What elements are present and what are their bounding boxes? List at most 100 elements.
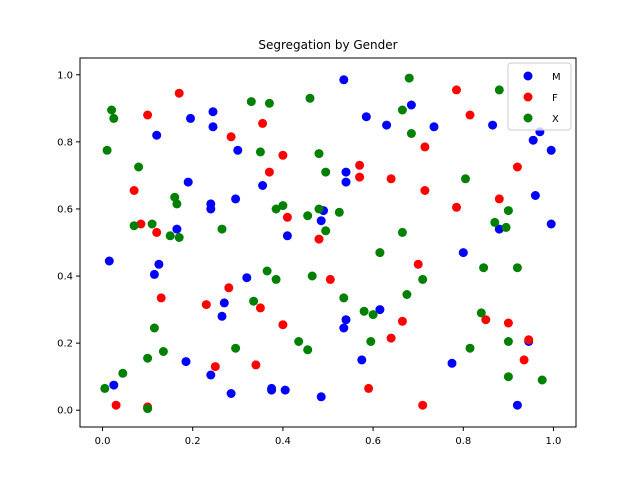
point-x bbox=[118, 368, 128, 378]
point-x bbox=[307, 271, 317, 281]
x-tick-label: 0.0 bbox=[95, 436, 111, 447]
legend-marker-x bbox=[523, 113, 533, 123]
point-x bbox=[418, 274, 428, 284]
point-m bbox=[208, 122, 218, 132]
point-f bbox=[397, 316, 407, 326]
x-tick-label: 1.0 bbox=[546, 436, 562, 447]
point-m bbox=[109, 380, 119, 390]
point-x bbox=[501, 222, 511, 232]
point-f bbox=[226, 132, 236, 142]
point-m bbox=[242, 273, 252, 283]
point-m bbox=[104, 256, 114, 266]
point-f bbox=[364, 383, 374, 393]
point-f bbox=[152, 227, 162, 237]
point-x bbox=[397, 227, 407, 237]
point-x bbox=[303, 211, 313, 221]
point-f bbox=[519, 355, 529, 365]
point-f bbox=[418, 400, 428, 410]
point-m bbox=[458, 248, 468, 258]
point-x bbox=[537, 375, 547, 385]
x-tick-label: 0.4 bbox=[275, 436, 291, 447]
point-x bbox=[314, 204, 324, 214]
point-x bbox=[375, 248, 385, 258]
point-m bbox=[226, 389, 236, 398]
point-m bbox=[339, 75, 349, 85]
point-x bbox=[334, 207, 344, 217]
point-f bbox=[143, 110, 153, 120]
point-m bbox=[341, 177, 351, 187]
point-m bbox=[206, 204, 216, 214]
point-x bbox=[249, 296, 259, 306]
x-tick-label: 0.6 bbox=[365, 436, 381, 447]
point-m bbox=[217, 311, 227, 321]
point-f bbox=[503, 318, 513, 328]
point-f bbox=[174, 88, 184, 98]
point-f bbox=[156, 293, 166, 303]
plot-area-frame bbox=[79, 57, 577, 428]
y-tick-label: 0.4 bbox=[57, 272, 73, 283]
point-x bbox=[339, 293, 349, 303]
point-f bbox=[251, 360, 261, 370]
point-f bbox=[325, 274, 335, 284]
point-m bbox=[546, 145, 556, 155]
point-x bbox=[264, 98, 274, 108]
point-x bbox=[461, 174, 470, 184]
point-x bbox=[147, 219, 157, 229]
legend-label-f: F bbox=[552, 93, 558, 104]
point-f bbox=[136, 219, 146, 229]
point-f bbox=[494, 194, 504, 204]
legend-marker-f bbox=[523, 92, 533, 102]
chart-title: Segregation by Gender bbox=[258, 38, 397, 52]
legend-marker-m bbox=[523, 71, 533, 81]
point-x bbox=[262, 266, 272, 276]
point-m bbox=[528, 135, 538, 145]
point-m bbox=[219, 298, 229, 308]
legend: MFX bbox=[507, 62, 572, 131]
point-f bbox=[210, 362, 220, 372]
point-m bbox=[361, 112, 371, 122]
point-m bbox=[530, 191, 540, 200]
point-x bbox=[143, 404, 153, 414]
x-tick-label: 0.8 bbox=[455, 436, 471, 447]
point-x bbox=[305, 93, 315, 103]
point-x bbox=[503, 372, 513, 382]
point-x bbox=[271, 274, 281, 284]
point-m bbox=[280, 385, 290, 395]
point-f bbox=[258, 118, 268, 128]
point-f bbox=[481, 315, 491, 325]
point-f bbox=[413, 259, 423, 269]
point-m bbox=[154, 259, 164, 269]
point-x bbox=[246, 97, 256, 107]
point-m bbox=[258, 181, 268, 190]
point-f bbox=[201, 300, 211, 310]
point-x bbox=[109, 113, 119, 123]
point-x bbox=[143, 353, 153, 363]
y-tick-label: 1.0 bbox=[57, 70, 73, 81]
point-x bbox=[321, 167, 331, 177]
point-f bbox=[465, 110, 475, 120]
point-m bbox=[183, 177, 193, 187]
point-f bbox=[129, 186, 139, 195]
legend-label-m: M bbox=[552, 72, 561, 83]
point-x bbox=[102, 145, 112, 155]
point-m bbox=[375, 305, 385, 315]
point-x bbox=[402, 290, 412, 299]
point-m bbox=[341, 167, 351, 177]
point-x bbox=[465, 343, 475, 353]
point-m bbox=[494, 224, 504, 234]
point-f bbox=[386, 174, 396, 184]
point-f bbox=[355, 160, 365, 170]
point-f bbox=[355, 172, 365, 182]
y-tick-label: 0.8 bbox=[57, 137, 73, 148]
point-m bbox=[233, 145, 243, 155]
point-m bbox=[186, 113, 195, 123]
point-x bbox=[476, 308, 486, 318]
point-x bbox=[366, 337, 376, 346]
point-f bbox=[420, 186, 430, 195]
point-x bbox=[158, 347, 168, 356]
point-x bbox=[255, 147, 265, 157]
point-x bbox=[271, 204, 281, 214]
point-m bbox=[231, 194, 241, 204]
point-f bbox=[278, 320, 288, 330]
point-f bbox=[452, 202, 461, 212]
